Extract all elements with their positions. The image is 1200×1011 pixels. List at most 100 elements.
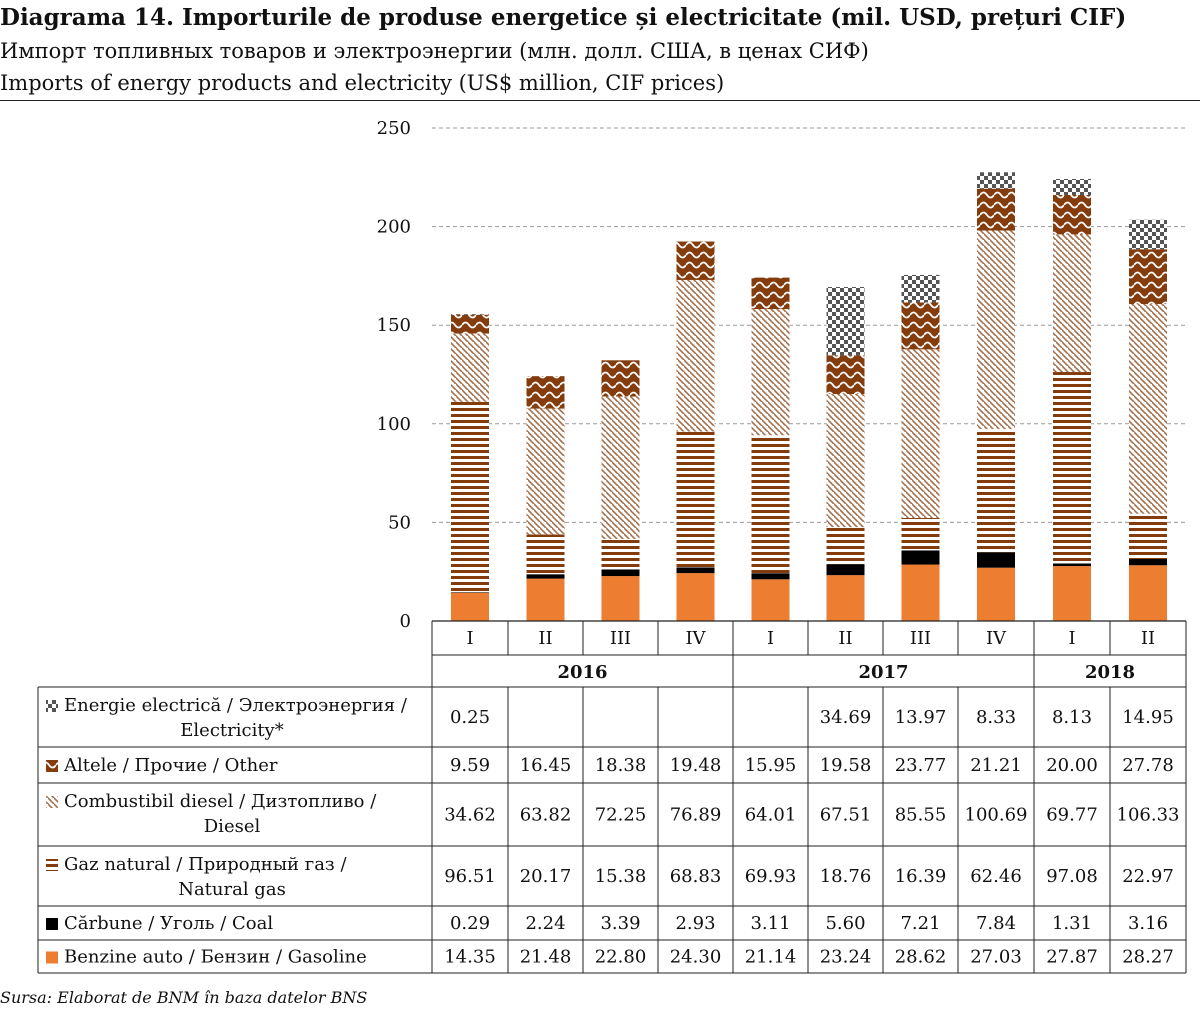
- data-label: 69.77: [1046, 805, 1098, 826]
- data-label: 8.33: [976, 707, 1016, 728]
- bar-segment-other: [751, 277, 790, 310]
- bar-segment-gas: [901, 518, 940, 551]
- legend-swatch-diesel: [46, 796, 58, 808]
- bar-segment-coal: [751, 573, 790, 580]
- data-label: 16.39: [895, 866, 947, 887]
- data-label: 19.48: [670, 755, 722, 776]
- data-label: 28.62: [895, 947, 947, 968]
- data-label: 22.97: [1122, 866, 1174, 887]
- data-label: 20.17: [520, 866, 572, 887]
- bar-segment-coal: [451, 592, 489, 593]
- legend-swatch-electricity: [46, 700, 58, 712]
- bar-segment-diesel: [601, 396, 640, 540]
- x-tick-label-quarter: I: [1068, 628, 1075, 649]
- bar-segment-gas: [826, 527, 865, 565]
- x-tick-label-year: 2018: [1085, 662, 1135, 683]
- data-label: 14.95: [1122, 707, 1174, 728]
- chart-title-ru: Импорт топливных товаров и электроэнерги…: [0, 39, 869, 63]
- data-label: 85.55: [895, 805, 947, 826]
- data-label: 1.31: [1052, 913, 1092, 934]
- x-tick-label-quarter: II: [1141, 628, 1155, 649]
- data-label: 16.45: [520, 755, 572, 776]
- bar-segment-coal: [1129, 559, 1167, 566]
- data-label: 7.84: [976, 913, 1016, 934]
- bar-segment-electricity: [1129, 219, 1167, 250]
- x-tick-label-quarter: II: [538, 628, 552, 649]
- data-label: 67.51: [820, 805, 872, 826]
- data-label: 3.11: [750, 913, 790, 934]
- bar-segment-electricity: [901, 274, 940, 303]
- bar-segment-gas: [1053, 372, 1091, 564]
- y-tick-label: 100: [377, 414, 411, 435]
- data-label: 9.59: [450, 755, 490, 776]
- bar-segment-coal: [977, 552, 1015, 568]
- data-label: 15.38: [595, 866, 647, 887]
- x-tick-label-year: 2016: [557, 662, 607, 683]
- data-label: 18.38: [595, 755, 647, 776]
- data-label: 69.93: [745, 866, 797, 887]
- data-label: 24.30: [670, 947, 722, 968]
- data-label: 21.48: [520, 947, 572, 968]
- legend-label: Natural gas: [178, 879, 286, 900]
- bar-segment-electricity: [451, 314, 489, 315]
- bar-segment-other: [1053, 194, 1091, 235]
- bar-segment-other: [826, 355, 865, 395]
- data-label: 21.21: [970, 755, 1022, 776]
- data-label: 2.93: [675, 913, 715, 934]
- data-label: 23.24: [820, 947, 872, 968]
- bar-segment-coal: [826, 564, 865, 576]
- data-label: 7.21: [900, 913, 940, 934]
- bar-segment-coal: [526, 574, 565, 579]
- data-label: 18.76: [820, 866, 872, 887]
- bar-segment-gasoline: [526, 578, 565, 621]
- data-label: 5.60: [825, 913, 865, 934]
- legend-label: Combustibil diesel / Дизтопливо /: [64, 791, 377, 812]
- data-label: 0.25: [450, 707, 490, 728]
- x-tick-label-quarter: IV: [986, 628, 1007, 649]
- bar-segment-gas: [526, 534, 565, 575]
- x-tick-label-quarter: I: [466, 628, 473, 649]
- legend-label: Cărbune / Уголь / Coal: [64, 913, 273, 934]
- data-label: 20.00: [1046, 755, 1098, 776]
- legend-label: Electricity*: [180, 720, 283, 741]
- data-label: 96.51: [444, 866, 496, 887]
- data-label: 76.89: [670, 805, 722, 826]
- legend-swatch-coal: [46, 918, 58, 930]
- legend-label: Altele / Прочие / Other: [63, 755, 278, 776]
- bar-segment-diesel: [451, 333, 489, 402]
- bar-segment-gas: [451, 401, 489, 593]
- bar-segment-diesel: [676, 279, 715, 432]
- bar-segment-other: [977, 188, 1015, 231]
- bar-segment-gas: [977, 429, 1015, 553]
- bar-segment-diesel: [977, 230, 1015, 430]
- data-label: 28.27: [1122, 947, 1174, 968]
- data-label: 15.95: [745, 755, 797, 776]
- data-label: 34.62: [444, 805, 496, 826]
- bar-segment-gasoline: [676, 573, 715, 621]
- bar-segment-diesel: [751, 309, 790, 436]
- data-label: 106.33: [1117, 805, 1180, 826]
- data-label: 34.69: [820, 707, 872, 728]
- legend-swatch-gasoline: [46, 951, 58, 964]
- bar-segment-gasoline: [751, 579, 790, 621]
- bar-segment-gasoline: [601, 576, 640, 621]
- y-tick-label: 50: [388, 512, 411, 533]
- y-tick-label: 150: [377, 315, 411, 336]
- legend-label: Diesel: [204, 816, 261, 837]
- data-label: 23.77: [895, 755, 947, 776]
- x-tick-label-quarter: III: [910, 628, 931, 649]
- data-label: 0.29: [450, 913, 490, 934]
- bar-segment-gas: [676, 431, 715, 568]
- bar-segment-coal: [901, 550, 940, 565]
- legend-swatch-other: [46, 760, 58, 772]
- data-label: 21.14: [745, 947, 797, 968]
- y-tick-label: 0: [400, 611, 411, 632]
- data-label: 27.87: [1046, 947, 1098, 968]
- bar-segment-diesel: [526, 408, 565, 535]
- bar-segment-coal: [676, 567, 715, 574]
- x-tick-label-quarter: II: [838, 628, 852, 649]
- bar-segment-other: [526, 376, 565, 409]
- source-note: Sursa: Elaborat de BNM în baza datelor B…: [0, 988, 368, 1007]
- bar-segment-electricity: [977, 172, 1015, 189]
- data-label: 14.35: [444, 947, 496, 968]
